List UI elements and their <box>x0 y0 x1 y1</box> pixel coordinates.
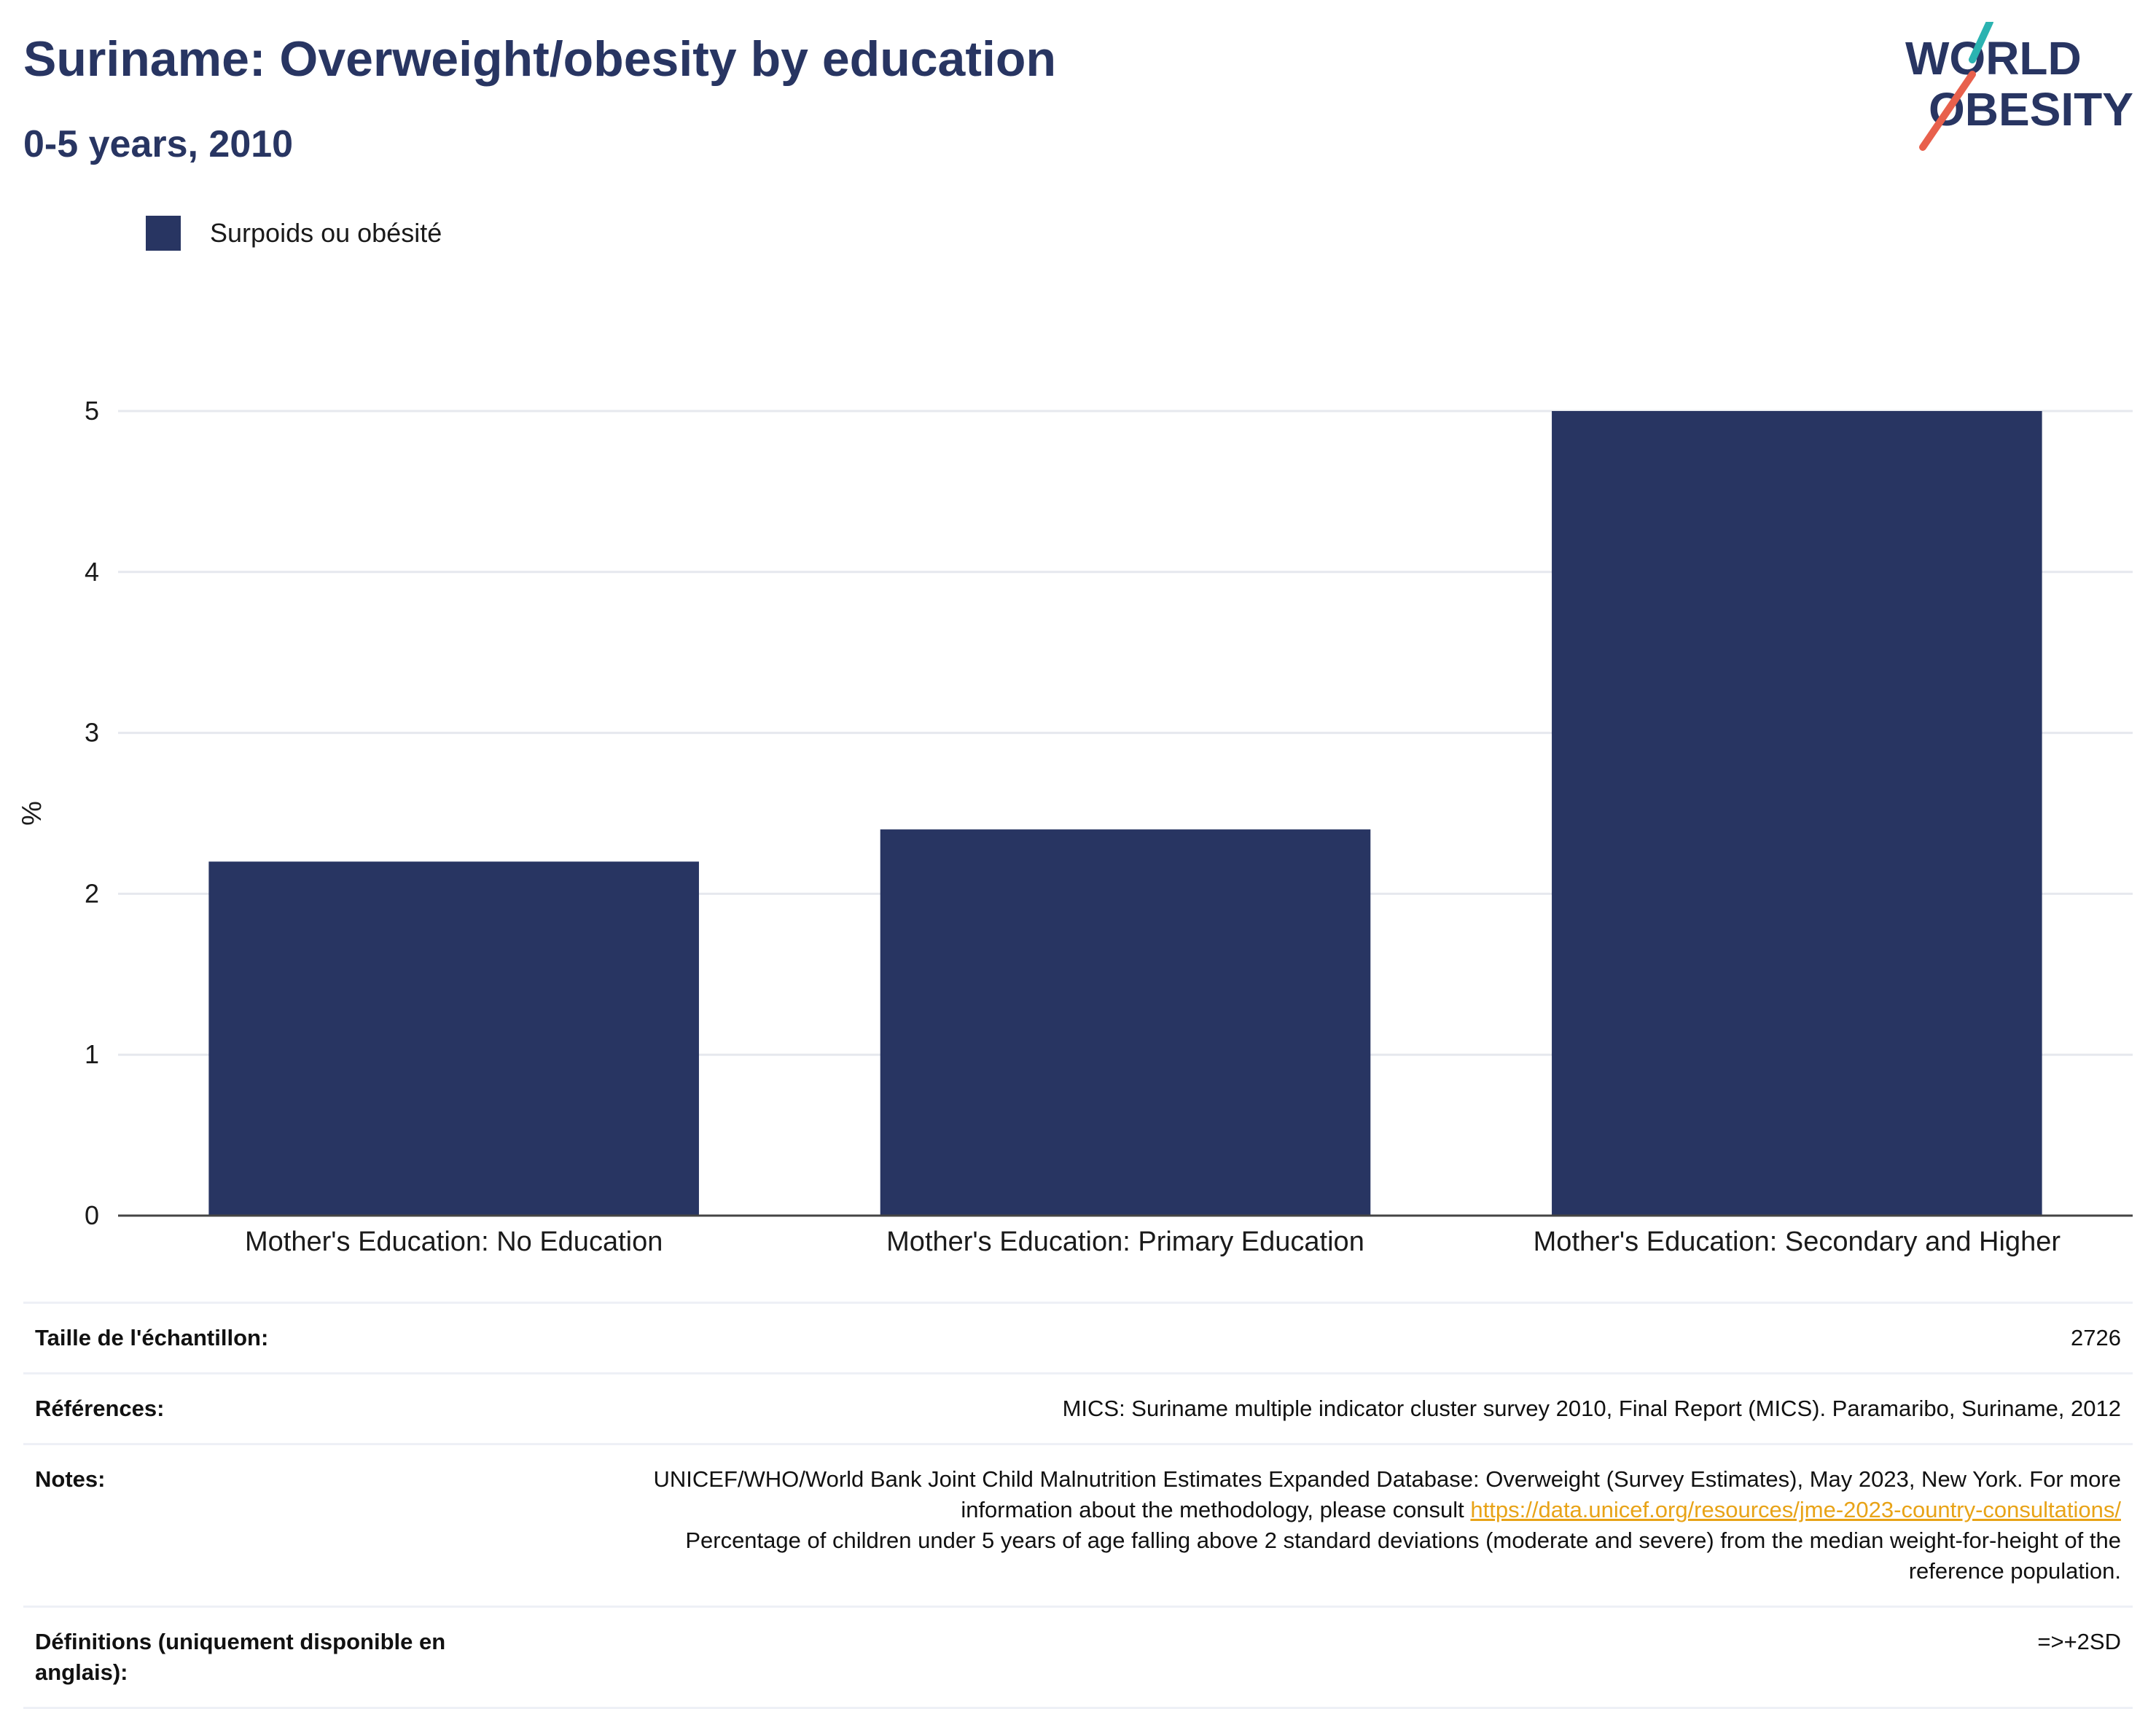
bar[interactable] <box>880 829 1371 1216</box>
x-category-label: Mother's Education: Secondary and Higher <box>1534 1227 2061 1257</box>
y-tick-label: 4 <box>85 557 99 587</box>
world-obesity-logo: WORLD OBESITY <box>1905 22 2133 151</box>
logo-line-1: WORLD <box>1905 32 2082 85</box>
bars <box>208 411 2042 1216</box>
legend-label: Surpoids ou obésité <box>210 218 442 248</box>
references-label: Références: <box>35 1396 165 1421</box>
y-tick-label: 1 <box>85 1039 99 1069</box>
y-axis-title: % <box>17 801 47 826</box>
references-value: MICS: Suriname multiple indicator cluste… <box>1062 1396 2121 1421</box>
logo-teal-slash <box>1969 22 1993 63</box>
info-table: Taille de l'échantillon: 2726 Références… <box>23 1302 2133 1709</box>
y-tick-label: 3 <box>85 718 99 748</box>
chart-title: Suriname: Overweight/obesity by educatio… <box>23 31 1056 87</box>
x-category-label: Mother's Education: Primary Education <box>886 1227 1364 1257</box>
notes-value: UNICEF/WHO/World Bank Joint Child Malnut… <box>590 1464 2121 1587</box>
notes-link[interactable]: https://data.unicef.org/resources/jme-20… <box>1470 1497 2121 1522</box>
definitions-value: =>+2SD <box>2037 1629 2121 1654</box>
logo-coral-slash <box>1919 71 1976 151</box>
y-tick-labels: 0 1 2 3 4 5 <box>85 396 99 1230</box>
notes-text-2: Percentage of children under 5 years of … <box>685 1528 2121 1584</box>
sample-value: 2726 <box>2071 1325 2121 1350</box>
x-category-label: Mother's Education: No Education <box>245 1227 663 1257</box>
info-row-definitions: Définitions (uniquement disponible en an… <box>23 1608 2133 1709</box>
bar[interactable] <box>208 861 699 1216</box>
sample-label: Taille de l'échantillon: <box>35 1325 269 1350</box>
legend-swatch <box>146 216 181 251</box>
x-category-labels: Mother's Education: No Education Mother's… <box>245 1227 2061 1257</box>
definitions-label: Définitions (uniquement disponible en an… <box>35 1629 446 1685</box>
notes-text: UNICEF/WHO/World Bank Joint Child Malnut… <box>653 1466 2121 1522</box>
y-tick-label: 2 <box>85 878 99 908</box>
chart-subtitle: 0-5 years, 2010 <box>23 123 294 165</box>
y-tick-label: 5 <box>85 396 99 426</box>
legend: Surpoids ou obésité <box>146 216 442 251</box>
notes-label: Notes: <box>35 1466 106 1492</box>
info-row-references: Références: MICS: Suriname multiple indi… <box>23 1374 2133 1445</box>
bar[interactable] <box>1552 411 2042 1216</box>
info-row-sample: Taille de l'échantillon: 2726 <box>23 1304 2133 1374</box>
info-row-notes: Notes: UNICEF/WHO/World Bank Joint Child… <box>23 1445 2133 1608</box>
y-tick-label: 0 <box>85 1200 99 1230</box>
